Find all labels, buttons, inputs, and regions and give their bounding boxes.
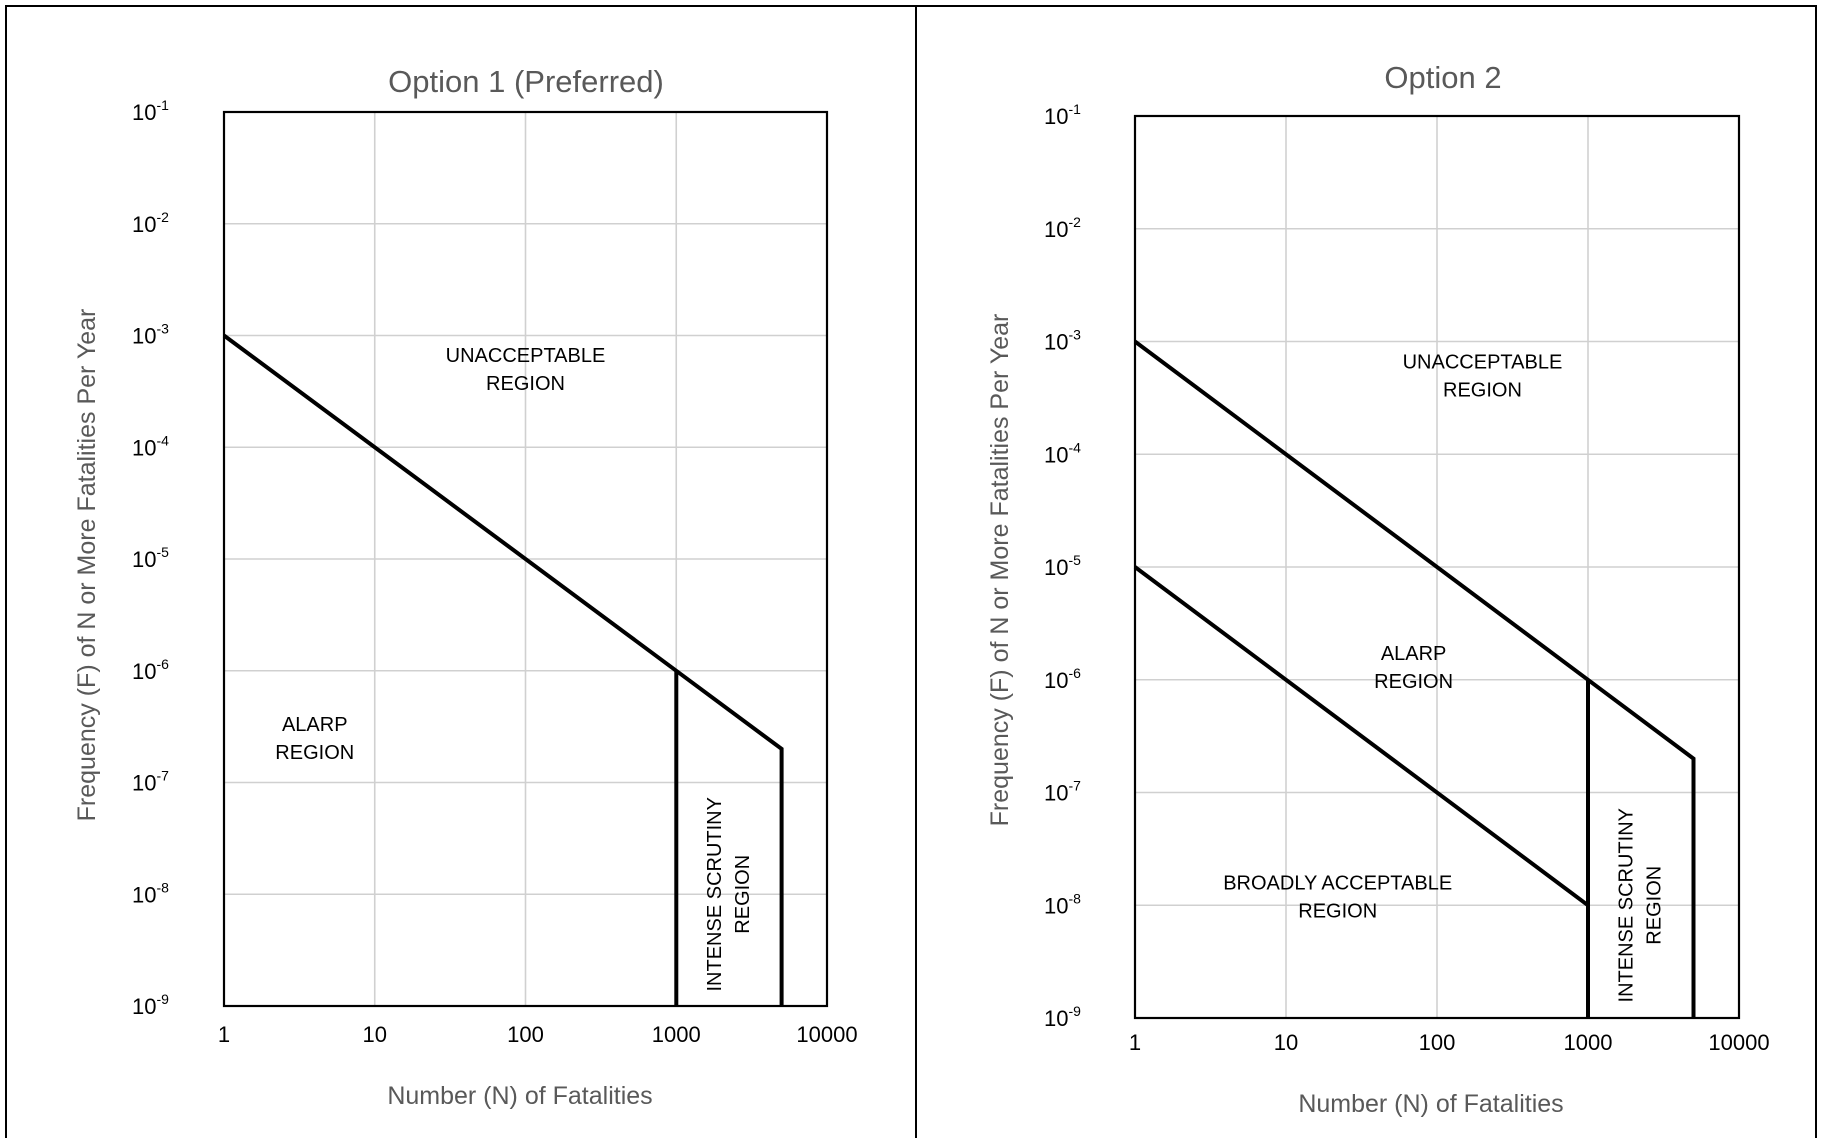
y-tick-label: 10-5 — [1044, 552, 1081, 580]
y-tick-label: 10-1 — [1044, 101, 1081, 129]
x-axis-label: Number (N) of Fatalities — [1298, 1090, 1563, 1118]
y-tick-label: 10-6 — [1044, 665, 1081, 693]
y-tick-label: 10-4 — [132, 432, 169, 460]
x-tick-label: 10 — [1274, 1030, 1298, 1055]
chart-option-1: Option 1 (Preferred) Number (N) of Fatal… — [73, 64, 858, 1110]
fn-criterion-line — [1133, 565, 1590, 910]
fn-criterion-line — [222, 333, 784, 1006]
x-tick-label: 100 — [1419, 1030, 1456, 1055]
y-tick-label: 10-7 — [132, 768, 169, 796]
y-tick-label: 10-8 — [1044, 890, 1081, 918]
y-tick-label: 10-3 — [1044, 327, 1081, 355]
x-tick-label: 1000 — [1564, 1030, 1613, 1055]
y-tick-label: 10-9 — [1044, 1003, 1081, 1031]
region-label: BROADLY ACCEPTABLE REGION — [1223, 872, 1452, 922]
region-label: ALARP REGION — [275, 714, 354, 764]
y-tick-label: 10-5 — [132, 544, 169, 572]
plot-area — [1133, 114, 1741, 1020]
region-label: INTENSE SCRUTINY REGION — [1616, 808, 1666, 1002]
y-tick-label: 10-1 — [132, 97, 169, 125]
chart-option-2: Option 2 Number (N) of Fatalities Freque… — [986, 60, 1770, 1118]
region-label: UNACCEPTABLE REGION — [1403, 351, 1563, 401]
y-tick-label: 10-9 — [132, 991, 169, 1019]
x-tick-label: 1 — [218, 1022, 230, 1047]
plot-area — [222, 110, 829, 1008]
y-tick-label: 10-4 — [1044, 439, 1081, 467]
x-axis-label: Number (N) of Fatalities — [387, 1082, 652, 1110]
y-axis-label: Frequency (F) of N or More Fatalities Pe… — [73, 309, 101, 822]
chart-title: Option 2 — [1384, 60, 1501, 95]
x-tick-label: 1000 — [652, 1022, 701, 1047]
y-tick-label: 10-2 — [132, 209, 169, 237]
y-tick-label: 10-6 — [132, 656, 169, 684]
x-tick-label: 10000 — [1708, 1030, 1769, 1055]
region-label: INTENSE SCRUTINY REGION — [704, 797, 754, 991]
y-tick-label: 10-7 — [1044, 778, 1081, 806]
x-tick-label: 10000 — [796, 1022, 857, 1047]
region-label: ALARP REGION — [1374, 643, 1453, 693]
chart-title: Option 1 (Preferred) — [388, 64, 664, 99]
x-tick-label: 100 — [507, 1022, 544, 1047]
y-axis-label: Frequency (F) of N or More Fatalities Pe… — [986, 314, 1014, 827]
x-tick-label: 1 — [1129, 1030, 1141, 1055]
figure-border — [5, 5, 1817, 1138]
x-tick-label: 10 — [363, 1022, 387, 1047]
y-tick-label: 10-2 — [1044, 214, 1081, 242]
y-tick-label: 10-8 — [132, 879, 169, 907]
y-tick-label: 10-3 — [132, 321, 169, 349]
fn-criterion-line — [1133, 339, 1696, 1018]
region-label: UNACCEPTABLE REGION — [446, 345, 606, 395]
